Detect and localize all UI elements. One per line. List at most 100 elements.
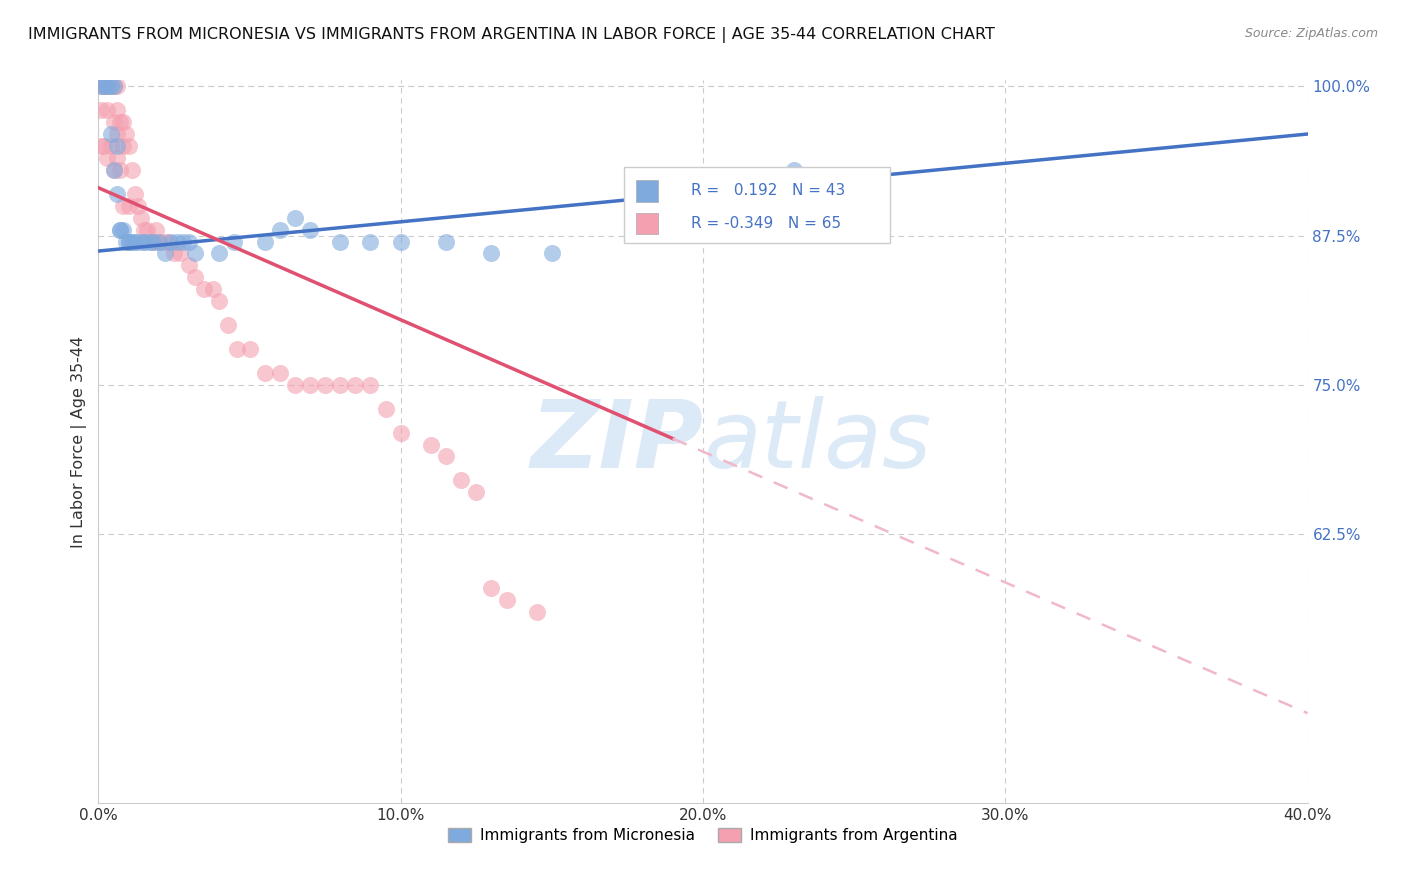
Point — [135, 222, 157, 236]
Point — [299, 377, 322, 392]
Point — [179, 235, 201, 249]
Point — [100, 79, 122, 94]
Point — [202, 282, 225, 296]
Point — [434, 450, 457, 464]
Point — [239, 342, 262, 356]
Point — [389, 425, 412, 440]
Point — [434, 235, 457, 249]
Point — [269, 222, 291, 236]
Point — [132, 222, 155, 236]
Point — [142, 235, 165, 249]
Point — [108, 115, 131, 129]
Point — [90, 79, 112, 94]
Point — [226, 342, 249, 356]
Point — [139, 235, 162, 249]
Point — [156, 235, 179, 249]
Point — [105, 127, 128, 141]
Point — [96, 103, 118, 117]
Point — [103, 162, 125, 177]
Y-axis label: In Labor Force | Age 35-44: In Labor Force | Age 35-44 — [72, 335, 87, 548]
Point — [344, 377, 367, 392]
Point — [105, 151, 128, 165]
Point — [105, 79, 128, 94]
Point — [172, 235, 194, 249]
Point — [360, 235, 382, 249]
Point — [114, 127, 136, 141]
Point — [118, 199, 141, 213]
Point — [121, 235, 143, 249]
Point — [111, 199, 134, 213]
Text: atlas: atlas — [703, 396, 931, 487]
Point — [100, 139, 122, 153]
Point — [224, 235, 246, 249]
Point — [103, 79, 125, 94]
Point — [184, 246, 207, 260]
Text: IMMIGRANTS FROM MICRONESIA VS IMMIGRANTS FROM ARGENTINA IN LABOR FORCE | AGE 35-: IMMIGRANTS FROM MICRONESIA VS IMMIGRANTS… — [28, 27, 995, 43]
Bar — [637, 212, 658, 235]
Point — [153, 235, 176, 249]
Point — [90, 139, 112, 153]
Point — [420, 437, 443, 451]
Point — [540, 246, 562, 260]
Point — [179, 259, 201, 273]
Point — [96, 79, 118, 94]
Point — [495, 592, 517, 607]
Bar — [637, 180, 658, 202]
Point — [450, 474, 472, 488]
Text: R =   0.192   N = 43: R = 0.192 N = 43 — [690, 184, 845, 198]
Point — [208, 294, 231, 309]
Point — [111, 222, 134, 236]
Point — [118, 139, 141, 153]
Point — [93, 139, 115, 153]
Point — [193, 282, 215, 296]
Point — [96, 79, 118, 94]
Point — [160, 235, 183, 249]
Point — [96, 79, 118, 94]
Point — [93, 79, 115, 94]
Point — [163, 246, 186, 260]
Point — [481, 246, 503, 260]
Point — [90, 79, 112, 94]
Point — [169, 246, 191, 260]
Point — [148, 235, 170, 249]
FancyBboxPatch shape — [624, 167, 890, 243]
Point — [148, 235, 170, 249]
Point — [121, 162, 143, 177]
Point — [105, 186, 128, 201]
Point — [142, 235, 165, 249]
Point — [111, 139, 134, 153]
Point — [314, 377, 336, 392]
Legend: Immigrants from Micronesia, Immigrants from Argentina: Immigrants from Micronesia, Immigrants f… — [441, 822, 965, 849]
Point — [208, 246, 231, 260]
Point — [329, 235, 352, 249]
Point — [108, 222, 131, 236]
Point — [184, 270, 207, 285]
Point — [253, 235, 276, 249]
Point — [299, 222, 322, 236]
Point — [114, 235, 136, 249]
Point — [526, 605, 548, 619]
Point — [481, 581, 503, 595]
Point — [124, 235, 146, 249]
Point — [389, 235, 412, 249]
Point — [96, 151, 118, 165]
Point — [145, 222, 167, 236]
Point — [105, 139, 128, 153]
Point — [783, 162, 806, 177]
Point — [132, 235, 155, 249]
Point — [103, 115, 125, 129]
Text: ZIP: ZIP — [530, 395, 703, 488]
Point — [105, 103, 128, 117]
Point — [284, 377, 307, 392]
Point — [108, 162, 131, 177]
Point — [103, 79, 125, 94]
Point — [118, 235, 141, 249]
Point — [90, 103, 112, 117]
Point — [129, 211, 152, 225]
Point — [100, 79, 122, 94]
Point — [96, 79, 118, 94]
Point — [108, 222, 131, 236]
Point — [132, 235, 155, 249]
Point — [329, 377, 352, 392]
Point — [284, 211, 307, 225]
